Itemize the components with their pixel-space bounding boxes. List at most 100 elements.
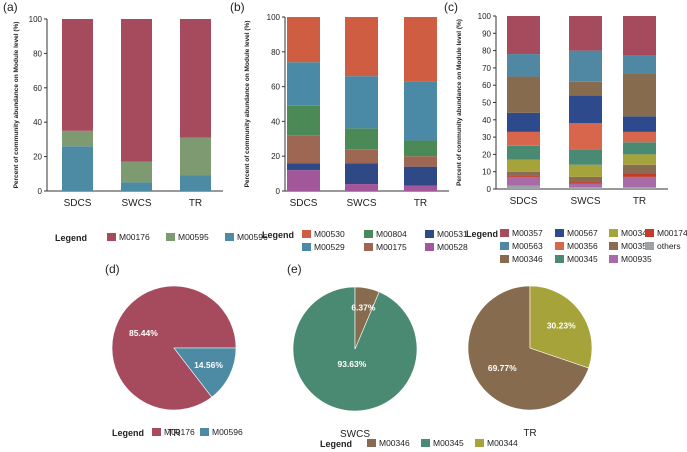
legend-label: M00530 (314, 229, 345, 239)
legend: Legend M00346 M00345 M00344 (320, 438, 518, 449)
bar-segment-m00531 (404, 166, 437, 186)
legend-swatch (500, 242, 509, 250)
pie-panel-2: (e) 93.63% 6.37% SWCS (287, 262, 418, 440)
x-tick-label: SDCS (290, 198, 318, 209)
legend-swatch (425, 230, 434, 238)
bar-segment-others (569, 187, 602, 189)
y-tick-label: 60 (33, 84, 42, 93)
legend-label: M00175 (376, 242, 407, 252)
y-axis-label: Percent of community abundance on Module… (244, 21, 251, 188)
legend-swatch (302, 230, 311, 238)
pie-slice-m00346 (354, 286, 380, 350)
pie-category-label: TR (167, 428, 180, 439)
bar-segment-m00175 (287, 135, 320, 164)
legend-label: M00346 (379, 438, 410, 448)
bar-segment-m00175 (345, 149, 378, 164)
bar-segment-m00567 (507, 112, 540, 132)
bar-segment-m00176 (180, 19, 211, 138)
legend-swatch (302, 243, 311, 251)
legend-label: M00344 (487, 438, 518, 448)
legend-label: M00596 (237, 232, 268, 242)
bar-segment-m00935 (569, 183, 602, 188)
legend-label: M00528 (437, 242, 468, 252)
legend-label: M00176 (164, 427, 195, 437)
pie-slice-m00344 (529, 285, 593, 369)
legend-label: M00596 (212, 427, 243, 437)
pie-slice-m00596 (173, 347, 237, 398)
legend-swatch (609, 255, 618, 263)
y-tick-label: 90 (482, 29, 491, 38)
legend-swatch (425, 243, 434, 251)
bar-segment-m00356 (623, 131, 656, 143)
legend-swatch (475, 439, 484, 447)
bar-segment-m00596 (121, 182, 152, 191)
panel-label: (c) (444, 0, 458, 14)
legend-label: M00357 (512, 228, 543, 238)
legend-label: M00358 (621, 241, 652, 251)
y-tick-label: 40 (33, 118, 42, 127)
bar-segment-m00563 (623, 55, 656, 74)
y-tick-label: 100 (29, 15, 43, 24)
bar-panel-2: (b) 0 20 40 60 80 100 Percent of community abun… (230, 0, 468, 252)
legend-swatch (367, 439, 376, 447)
pie-slice-m00346 (467, 285, 590, 411)
y-tick-label: 10 (482, 168, 491, 177)
legend: Legend M00357 M00567 M00344 M00174 M00563 M003… (466, 228, 687, 264)
bar-segment-m00595 (180, 137, 211, 176)
bar-segment-m00567 (569, 95, 602, 124)
bar-segment-m00174 (507, 175, 540, 177)
bar-segment-m00563 (569, 50, 602, 82)
y-tick-label: 60 (482, 81, 491, 90)
legend-swatch (555, 229, 564, 237)
bar-segment-m00529 (404, 81, 437, 141)
legend-label: M00531 (437, 229, 468, 239)
legend: Legend M00176 M00596 (112, 427, 243, 438)
bar-segment-others (507, 185, 540, 189)
pie-category-label: TR (523, 428, 536, 439)
y-tick-label: 0 (487, 185, 492, 194)
legend-swatch (555, 255, 564, 263)
legend-swatch (364, 230, 373, 238)
y-tick-label: 20 (482, 150, 491, 159)
bar-panel-1: (a) 0 20 40 60 80 100 Percent of community abun… (3, 0, 268, 243)
legend-swatch (645, 242, 654, 250)
bar-segment-m00528 (345, 184, 378, 191)
bar-segment-m00530 (404, 17, 437, 82)
y-tick-label: 40 (482, 116, 491, 125)
pie-panel-1: (d) 85.44% 14.56% TR Legend M00176 M00596 (105, 262, 243, 439)
legend-swatch (500, 255, 509, 263)
bar-segment-m00595 (62, 130, 93, 147)
bar-segment-m00529 (345, 76, 378, 129)
bar-segment-m00176 (62, 19, 93, 131)
bar-segment-m00563 (507, 54, 540, 77)
legend-title: Legend (112, 428, 144, 438)
bar-segment-m00935 (507, 176, 540, 186)
legend-swatch (500, 229, 509, 237)
bar-segment-m00346 (569, 81, 602, 96)
x-tick-label: SWCS (347, 198, 377, 209)
bar-segment-m00174 (569, 182, 602, 184)
bar-segment-m00567 (623, 116, 656, 132)
bar-segment-m00345 (623, 142, 656, 155)
pie-category-label: SWCS (340, 429, 370, 440)
legend-label: M00345 (567, 254, 598, 264)
pie-slice-label: 6.37% (351, 303, 376, 313)
pie-slice-label: 69.77% (488, 363, 517, 373)
bar-segment-m00346 (623, 73, 656, 117)
bar-segment-others (623, 187, 656, 189)
legend-label: M00595 (178, 232, 209, 242)
y-tick-label: 80 (482, 47, 491, 56)
pie-slice-label: 30.23% (547, 321, 576, 331)
legend-label: M00176 (119, 232, 150, 242)
legend-swatch (152, 428, 161, 436)
legend-label: M00804 (376, 229, 407, 239)
bar-segment-m00344 (507, 159, 540, 172)
bar-segment-m00175 (404, 156, 437, 167)
legend-label: M00529 (314, 242, 345, 252)
bar-segment-m00528 (404, 185, 437, 191)
bar-segment-m00356 (569, 123, 602, 150)
legend-swatch (225, 233, 234, 241)
x-tick-label: SWCS (122, 198, 152, 209)
bar-segment-m00804 (345, 128, 378, 150)
y-axis-label: Percent of community abundance on Module… (456, 19, 463, 186)
